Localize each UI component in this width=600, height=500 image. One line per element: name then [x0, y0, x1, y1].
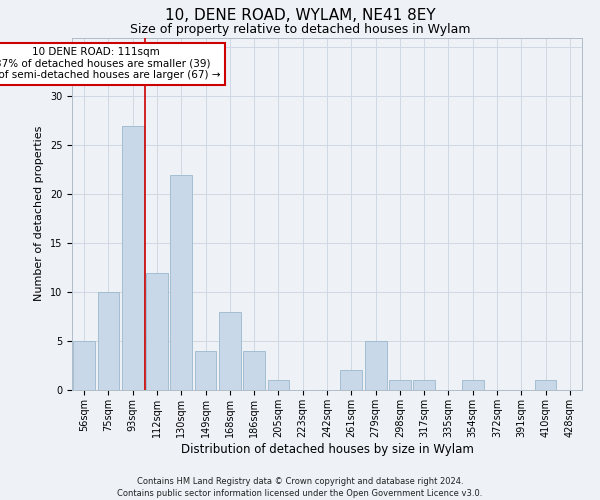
- Bar: [122, 126, 143, 390]
- Text: 10, DENE ROAD, WYLAM, NE41 8EY: 10, DENE ROAD, WYLAM, NE41 8EY: [164, 8, 436, 22]
- Bar: [170, 174, 192, 390]
- Y-axis label: Number of detached properties: Number of detached properties: [34, 126, 44, 302]
- Bar: [194, 351, 217, 390]
- Bar: [219, 312, 241, 390]
- X-axis label: Distribution of detached houses by size in Wylam: Distribution of detached houses by size …: [181, 442, 473, 456]
- Bar: [340, 370, 362, 390]
- Bar: [73, 341, 95, 390]
- Text: 10 DENE ROAD: 111sqm
← 37% of detached houses are smaller (39)
63% of semi-detac: 10 DENE ROAD: 111sqm ← 37% of detached h…: [0, 48, 221, 80]
- Text: Size of property relative to detached houses in Wylam: Size of property relative to detached ho…: [130, 22, 470, 36]
- Bar: [462, 380, 484, 390]
- Bar: [389, 380, 411, 390]
- Bar: [243, 351, 265, 390]
- Text: Contains HM Land Registry data © Crown copyright and database right 2024.
Contai: Contains HM Land Registry data © Crown c…: [118, 476, 482, 498]
- Bar: [535, 380, 556, 390]
- Bar: [413, 380, 435, 390]
- Bar: [146, 272, 168, 390]
- Bar: [97, 292, 119, 390]
- Bar: [365, 341, 386, 390]
- Bar: [268, 380, 289, 390]
